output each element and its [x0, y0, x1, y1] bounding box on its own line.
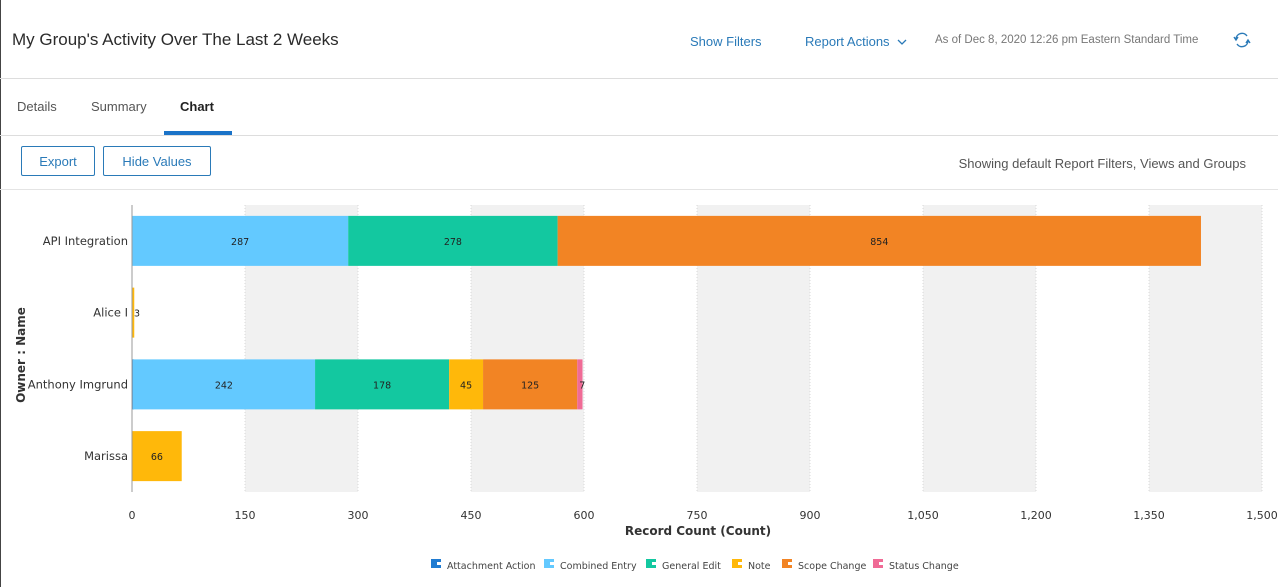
legend-label: Combined Entry — [560, 561, 637, 572]
bar-segment-note[interactable] — [449, 359, 484, 410]
data-label: 287 — [231, 237, 249, 248]
legend-swatch-icon — [544, 562, 550, 565]
bar-segment-general-edit[interactable] — [315, 359, 450, 410]
data-label: 125 — [521, 380, 539, 391]
legend-label: Attachment Action — [447, 561, 535, 572]
chevron-down-icon — [897, 39, 907, 45]
legend-swatch-icon — [732, 562, 738, 565]
report-tabs: Details Summary Chart — [0, 79, 1278, 136]
legend-swatch-icon — [646, 559, 656, 562]
legend-label: Scope Change — [798, 561, 866, 572]
as-of-timestamp: As of Dec 8, 2020 12:26 pm Eastern Stand… — [935, 34, 1199, 46]
legend-label: Note — [748, 561, 771, 572]
data-label: 854 — [870, 237, 888, 248]
legend-swatch-icon — [431, 565, 441, 568]
legend-item[interactable]: Attachment Action — [431, 559, 535, 572]
legend-swatch-icon — [782, 565, 792, 568]
hide-values-button[interactable]: Hide Values — [103, 146, 211, 176]
data-label: 3 — [134, 309, 140, 320]
bars: 2872788543124217845125766 — [132, 215, 1201, 482]
x-tick-label: 750 — [687, 509, 708, 522]
legend-swatch-icon — [873, 565, 883, 568]
chart-legend: Attachment Action Combined Entry General E… — [431, 559, 959, 572]
bar-segment-scope-change[interactable] — [483, 359, 578, 410]
legend-item[interactable]: Scope Change — [782, 559, 866, 572]
legend-item[interactable]: Combined Entry — [544, 559, 637, 572]
legend-swatch-icon — [646, 562, 652, 565]
category-label: Marissa — [84, 449, 128, 463]
bar-segment-general-edit[interactable] — [348, 215, 558, 266]
bar-segment-note[interactable] — [132, 287, 135, 338]
legend-swatch-icon — [431, 559, 441, 562]
report-actions-dropdown[interactable]: Report Actions — [805, 34, 907, 49]
bar-segment-combined-entry[interactable] — [132, 359, 316, 410]
data-label: 278 — [444, 237, 462, 248]
x-tick-label: 0 — [129, 509, 136, 522]
stacked-bar-chart: 2872788543124217845125766 API Integratio… — [14, 205, 1278, 572]
x-tick-label: 300 — [348, 509, 369, 522]
window-left-border — [0, 0, 1, 587]
legend-swatch-icon — [873, 559, 883, 562]
legend-swatch-icon — [782, 562, 788, 565]
bar-segment-combined-entry[interactable] — [132, 215, 349, 266]
legend-label: Status Change — [889, 561, 959, 572]
x-tick-label: 900 — [800, 509, 821, 522]
legend-swatch-icon — [732, 559, 742, 562]
chart-toolbar: Export Hide Values Showing default Repor… — [0, 136, 1278, 190]
tab-chart[interactable]: Chart — [180, 99, 214, 114]
export-button[interactable]: Export — [21, 146, 95, 176]
x-tick-label: 1,050 — [907, 509, 939, 522]
legend-label: General Edit — [662, 561, 721, 572]
x-tick-label: 600 — [574, 509, 595, 522]
active-tab-indicator — [164, 131, 232, 135]
tab-details[interactable]: Details — [17, 99, 57, 114]
data-label: 66 — [151, 452, 163, 463]
category-label: Alice I — [93, 306, 128, 320]
legend-swatch-icon — [431, 562, 437, 565]
category-labels: API Integration Alice I Anthony Imgrund Mar… — [28, 234, 128, 463]
bar-segment-scope-change[interactable] — [557, 215, 1201, 266]
legend-swatch-icon — [544, 559, 554, 562]
x-tick-labels: 0 150 300 450 600 750 900 1,050 1,200 1,350 1,500 — [129, 509, 1278, 522]
x-axis-title: Record Count (Count) — [625, 524, 771, 538]
legend-swatch-icon — [646, 565, 656, 568]
data-label: 242 — [215, 380, 233, 391]
report-actions-label: Report Actions — [805, 34, 890, 49]
legend-item[interactable]: Status Change — [873, 559, 959, 572]
bar-segment-status-change[interactable] — [577, 359, 583, 410]
legend-swatch-icon — [544, 565, 554, 568]
category-label: Anthony Imgrund — [28, 377, 128, 391]
bar-segment-note[interactable] — [132, 431, 182, 482]
x-tick-label: 1,200 — [1020, 509, 1052, 522]
legend-item[interactable]: General Edit — [646, 559, 721, 572]
data-label: 178 — [373, 380, 391, 391]
legend-swatch-icon — [782, 559, 792, 562]
report-header: My Group's Activity Over The Last 2 Week… — [0, 0, 1278, 79]
data-label: 7 — [579, 380, 585, 391]
data-label: 45 — [460, 380, 472, 391]
refresh-icon[interactable] — [1232, 30, 1252, 50]
show-filters-link[interactable]: Show Filters — [690, 34, 762, 49]
y-axis-title: Owner : Name — [14, 307, 28, 403]
filters-status-text: Showing default Report Filters, Views an… — [958, 156, 1246, 171]
page-title: My Group's Activity Over The Last 2 Week… — [12, 30, 339, 49]
x-tick-label: 450 — [461, 509, 482, 522]
x-tick-label: 1,350 — [1133, 509, 1165, 522]
category-label: API Integration — [43, 234, 128, 248]
legend-swatch-icon — [732, 565, 742, 568]
legend-swatch-icon — [873, 562, 879, 565]
x-tick-label: 150 — [235, 509, 256, 522]
tab-summary[interactable]: Summary — [91, 99, 147, 114]
legend-item[interactable]: Note — [732, 559, 771, 572]
x-tick-label: 1,500 — [1246, 509, 1278, 522]
